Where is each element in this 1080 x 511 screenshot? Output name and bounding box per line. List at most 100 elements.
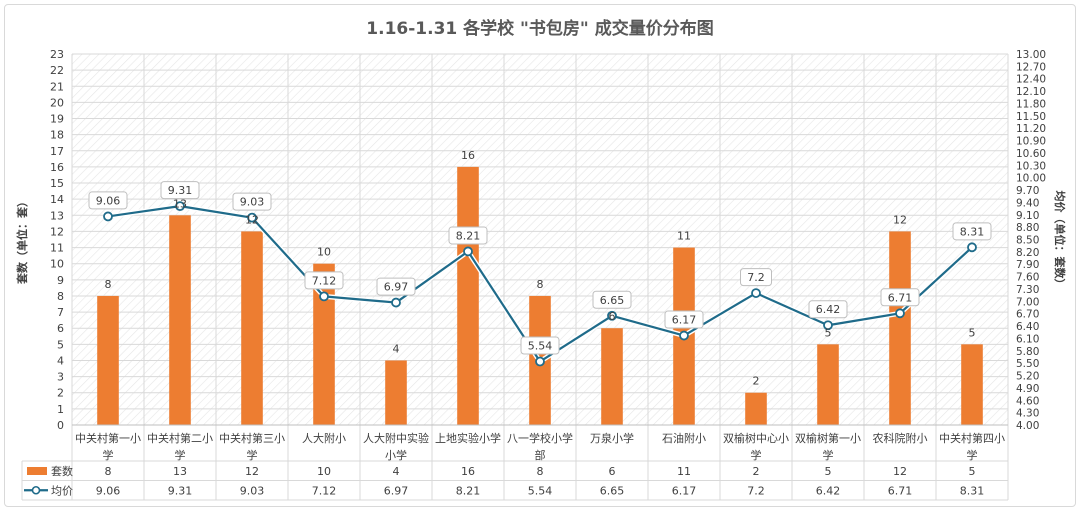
category-tick-label: 上地实验小学 [435,431,501,445]
bar [817,344,839,425]
table-cell-price: 6.71 [888,485,913,498]
right-axis-tick-label: 4.60 [1016,395,1039,407]
bar-data-label: 5 [825,326,832,339]
table-cell-count: 10 [317,465,331,478]
table-cell-count: 8 [537,465,544,478]
avg-price-point [967,242,977,253]
avg-price-point [607,310,617,321]
table-cell-count: 13 [173,465,187,478]
line-label-box [592,290,632,309]
avg-price-point [751,288,761,298]
category-tick-label: 学 [247,448,258,462]
line-label-box [664,310,704,329]
right-axis-tick-label: 11.80 [1016,98,1046,110]
right-axis-tick-label: 8.80 [1016,222,1039,234]
category-tick-label: 中关村第四小 [939,431,1005,445]
left-axis-tick-label: 0 [57,419,64,432]
line-data-label: 6.71 [888,291,913,304]
bar-data-label: 11 [677,230,691,243]
bar [169,215,191,425]
right-axis-tick-label: 10.90 [1016,136,1046,148]
left-axis-tick-label: 16 [50,161,64,174]
line-data-label: 6.97 [384,281,409,294]
category-tick-label: 农科院附小 [873,431,928,445]
left-axis-tick-label: 7 [57,306,64,319]
line-label-box [304,271,344,290]
right-axis-tick-label: 7.00 [1016,296,1039,308]
table-cell-count: 6 [609,465,616,478]
right-axis-tick-label: 7.90 [1016,259,1039,271]
right-axis-tick-label: 9.10 [1016,210,1039,222]
table-cell-price: 6.42 [816,485,841,498]
category-tick-label: 八一学校小学 [507,431,573,445]
avg-price-point [391,297,401,308]
left-axis-tick-label: 12 [50,225,64,238]
line-label-box [808,300,848,319]
table-cell-count: 2 [753,465,760,478]
line-label-box [88,191,128,210]
left-axis-tick-label: 3 [57,371,64,384]
right-axis-tick-label: 7.30 [1016,284,1039,296]
bar-data-label: 16 [461,149,475,162]
table-cell-price: 7.2 [747,485,765,498]
category-tick-label: 学 [175,448,186,462]
category-tick-label: 中关村第一小 [75,431,141,445]
category-tick-label: 万泉小学 [590,431,634,445]
category-tick-label: 学 [823,448,834,462]
line-label-box [952,222,992,241]
table-cell-count: 8 [105,465,112,478]
bar [961,344,983,425]
category-tick-label: 石油附小 [662,431,706,445]
table-cell-price: 8.31 [960,485,985,498]
right-axis-tick-label: 10.00 [1016,173,1046,185]
right-axis-tick-label: 12.70 [1016,61,1046,73]
table-cell-price: 6.65 [600,485,625,498]
left-axis-tick-label: 8 [57,290,64,303]
table-cell-count: 11 [677,465,691,478]
category-tick-label: 双榆树中心小 [723,431,789,445]
table-cell-count: 5 [825,465,832,478]
right-axis-tick-label: 9.70 [1016,185,1039,197]
right-axis-tick-label: 5.50 [1016,358,1039,370]
chart-frame [4,4,1076,507]
line-data-label: 7.2 [747,271,765,284]
line-data-label: 7.12 [312,274,337,287]
avg-price-point [463,246,473,257]
right-axis-tick-label: 13.00 [1016,49,1046,61]
table-cell-price: 9.31 [168,485,193,498]
line-label-box [520,336,560,355]
bar-data-label: 12 [245,213,259,226]
bar-data-label: 13 [173,197,187,210]
category-tick-label: 中关村第三小 [219,431,285,445]
right-axis-tick-label: 10.30 [1016,160,1046,172]
left-axis-tick-label: 15 [50,177,64,190]
category-tick-label: 部 [535,448,546,462]
line-label-box [376,277,416,296]
line-data-label: 6.17 [672,314,697,327]
category-tick-label: 双榆树第一小 [795,431,861,445]
left-axis-tick-label: 17 [50,145,64,158]
line-data-label: 8.31 [960,225,985,238]
right-axis-tick-label: 4.00 [1016,420,1039,432]
avg-price-point [319,291,329,302]
bar [97,295,119,425]
line-label-box [448,226,488,245]
line-data-label: 8.21 [456,229,481,242]
left-axis-tick-label: 11 [50,242,64,255]
legend-key-marker [31,485,41,495]
bar [457,166,479,426]
line-data-label: 6.42 [816,303,841,316]
legend-label-bars: 套数 [51,465,73,478]
table-cell-price: 9.06 [96,485,121,498]
line-data-label: 5.54 [528,340,553,353]
bar-data-label: 5 [969,326,976,339]
right-axis-tick-label: 11.50 [1016,111,1046,123]
right-axis-tick-label: 8.50 [1016,235,1039,247]
left-axis-tick-label: 14 [50,193,64,206]
bar [889,231,911,425]
right-axis-tick-label: 9.40 [1016,197,1039,209]
right-axis-tick-label: 4.90 [1016,383,1039,395]
table-cell-price: 6.97 [384,485,409,498]
right-axis-tick-label: 4.30 [1016,408,1039,420]
right-axis-tick-label: 5.80 [1016,346,1039,358]
